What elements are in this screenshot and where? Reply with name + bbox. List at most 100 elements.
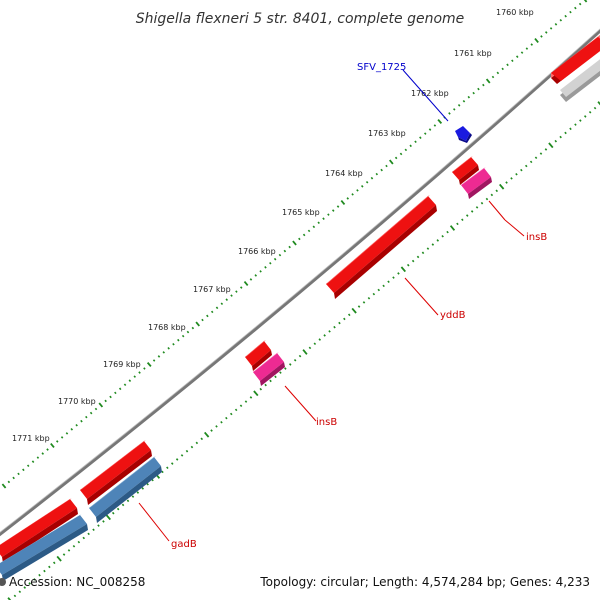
inner-tick — [367, 296, 371, 300]
outer-tick — [385, 164, 388, 168]
inner-tick — [308, 346, 312, 350]
gene-red-upper-small[interactable] — [452, 156, 479, 185]
inner-tick — [529, 160, 533, 164]
outer-tick — [559, 19, 563, 22]
gene-insB-lower[interactable] — [253, 352, 285, 386]
outer-tick — [75, 423, 78, 427]
outer-tick — [399, 152, 403, 156]
gene-gadB-a[interactable] — [89, 456, 162, 523]
outer-tick — [104, 399, 107, 403]
outer-tick — [210, 310, 214, 314]
inner-tick — [461, 218, 464, 222]
outer-tick — [312, 225, 316, 229]
inner-tick — [510, 177, 513, 180]
inner-tick — [43, 569, 46, 573]
outer-tick — [41, 452, 45, 455]
gene-label-yddB[interactable]: yddB — [440, 310, 466, 321]
outer-tick — [564, 14, 567, 18]
outer-tick — [457, 103, 461, 107]
inner-tick — [569, 127, 572, 131]
inner-tick — [175, 458, 179, 461]
leader-gadB — [138, 502, 170, 542]
outer-tick — [409, 144, 412, 148]
inner-tick — [449, 225, 456, 231]
outer-tick — [17, 472, 20, 476]
outer-tick — [206, 314, 209, 318]
gene-red-topright[interactable] — [551, 31, 600, 84]
gene-label-insB-upper[interactable]: insB — [526, 232, 547, 243]
footer: Accession: NC_008258 Topology: circular;… — [0, 575, 590, 589]
inner-tick — [333, 325, 336, 329]
map-title: Shigella flexneri 5 str. 8401, complete … — [136, 11, 465, 27]
inner-tick — [387, 280, 390, 284]
inner-tick — [470, 210, 474, 213]
gene-label-insB-lower[interactable]: insB — [316, 417, 337, 428]
outer-tick — [50, 443, 55, 448]
outer-tick — [181, 334, 185, 338]
outer-tick — [404, 148, 408, 152]
outer-tick — [327, 213, 330, 216]
kbp-label-1761: 1761 kbp — [454, 49, 492, 58]
outer-tick — [511, 59, 514, 63]
outer-tick — [380, 168, 383, 172]
outer-tick — [578, 2, 582, 6]
inner-tick — [485, 197, 489, 201]
gene-label-gadB[interactable]: gadB — [171, 539, 197, 550]
outer-tick — [12, 476, 15, 480]
gene-insB-upper[interactable] — [461, 167, 492, 199]
inner-tick — [524, 164, 528, 168]
gene-yddB[interactable] — [326, 195, 437, 299]
outer-tick — [530, 43, 534, 46]
inner-tick — [343, 317, 346, 321]
gene-sfv-1725[interactable] — [455, 126, 472, 143]
outer-tick — [569, 10, 572, 14]
inner-tick — [253, 390, 259, 397]
kbp-label-group: 1760 kbp 1761 kbp 1762 kbp 1763 kbp 1764… — [12, 8, 534, 443]
inner-tick — [559, 135, 562, 139]
outer-tick — [133, 375, 137, 378]
gene-gadB-b[interactable] — [0, 514, 88, 581]
inner-tick — [382, 284, 385, 288]
gene-features[interactable] — [0, 31, 600, 581]
outer-tick — [36, 456, 40, 459]
inner-tick — [351, 307, 357, 314]
inner-tick — [220, 420, 223, 424]
outer-tick — [80, 419, 83, 423]
outer-tick — [448, 112, 451, 115]
outer-tick — [583, 0, 588, 3]
inner-tick — [318, 338, 322, 341]
inner-tick — [210, 429, 213, 432]
inner-tick — [426, 247, 430, 250]
inner-tick — [249, 396, 253, 399]
inner-tick — [180, 454, 184, 457]
gene-red-middle-small[interactable] — [245, 340, 272, 371]
inner-tick — [38, 573, 41, 577]
inner-tick — [284, 367, 287, 370]
outer-tick — [162, 351, 166, 354]
outer-tick — [452, 108, 456, 111]
inner-tick — [72, 544, 76, 548]
outer-tick — [31, 460, 35, 464]
inner-tick — [499, 183, 505, 190]
gene-red-lower-b[interactable] — [0, 498, 78, 563]
leader-yddB — [404, 277, 439, 316]
outer-tick — [346, 197, 350, 200]
kbp-label-1770: 1770 kbp — [58, 397, 96, 406]
outer-tick — [292, 240, 297, 246]
gene-label-sfv-1725[interactable]: SFV_1725 — [357, 62, 406, 73]
inner-tick — [111, 511, 115, 515]
inner-tick — [431, 243, 435, 246]
inner-tick — [77, 540, 81, 544]
gene-red-lower-a[interactable] — [80, 440, 152, 505]
outer-tick — [482, 83, 485, 87]
gene-label-group: SFV_1725 insB yddB insB gadB — [171, 62, 547, 550]
inner-tick — [406, 263, 410, 267]
inner-tick — [288, 363, 292, 366]
inner-tick — [23, 586, 27, 589]
outer-tick — [419, 136, 422, 140]
gene-gray-topright[interactable] — [560, 50, 600, 102]
outer-tick — [375, 172, 379, 176]
outer-tick — [288, 245, 291, 249]
kbp-label-1763: 1763 kbp — [368, 129, 406, 138]
